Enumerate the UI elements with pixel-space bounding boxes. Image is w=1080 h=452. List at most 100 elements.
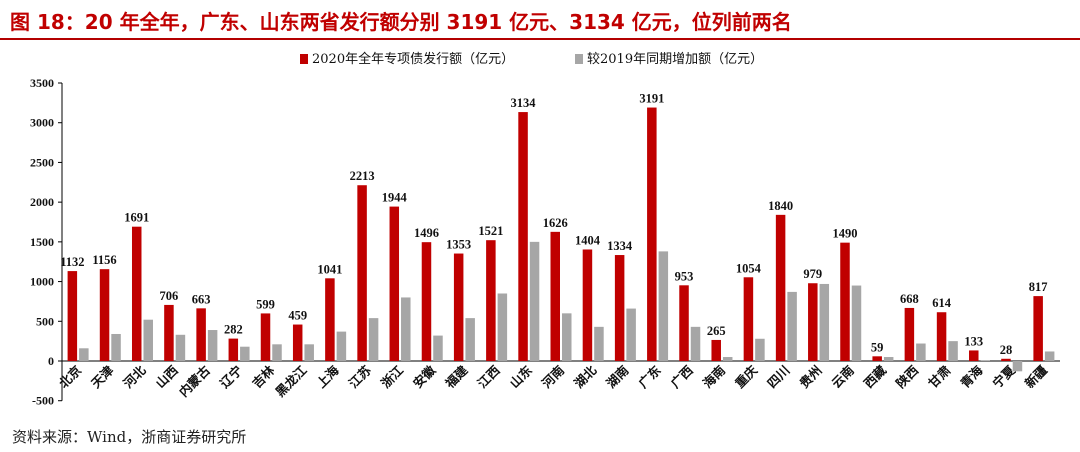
category-label-24: 云南 (829, 362, 858, 391)
bar-series2-24 (851, 285, 862, 361)
data-label-7: 459 (288, 309, 307, 323)
y-tick-label: 1500 (30, 235, 54, 249)
category-label-21: 重庆 (732, 362, 761, 391)
bar-series1-28 (969, 350, 979, 361)
bar-series1-17 (614, 255, 625, 361)
bar-series1-13 (486, 240, 496, 361)
bar-series1-6 (260, 313, 271, 361)
category-label-4: 内蒙古 (176, 362, 213, 399)
bar-series2-22 (787, 291, 797, 361)
legend-swatch-series1 (300, 54, 308, 64)
bar-series2-30 (1044, 351, 1055, 361)
bar-series1-18 (647, 107, 657, 361)
bar-series2-11 (433, 335, 443, 361)
data-label-25: 59 (871, 340, 884, 354)
bar-series1-16 (582, 249, 593, 361)
data-label-4: 663 (192, 292, 211, 306)
bar-series1-26 (904, 307, 915, 361)
bar-series1-4 (196, 308, 206, 361)
data-label-15: 1626 (543, 216, 568, 230)
data-label-29: 28 (1000, 343, 1013, 357)
y-tick-label: 3000 (30, 116, 54, 130)
bar-series2-9 (368, 318, 379, 361)
bar-series2-12 (465, 318, 475, 361)
bar-series2-28 (980, 360, 991, 361)
y-tick-label: -500 (32, 394, 54, 408)
category-label-11: 安徽 (410, 362, 439, 391)
bar-series1-24 (840, 242, 850, 361)
data-label-0: 1132 (60, 255, 84, 269)
bar-series2-6 (272, 344, 282, 361)
data-label-18: 3191 (639, 92, 664, 106)
bar-series2-15 (562, 313, 572, 361)
source-note: 资料来源：Wind，浙商证券研究所 (12, 428, 247, 446)
category-label-8: 上海 (313, 362, 342, 391)
bar-series2-2 (143, 319, 153, 361)
data-label-23: 979 (803, 267, 822, 281)
data-label-16: 1404 (575, 233, 601, 247)
data-label-8: 1041 (317, 262, 342, 276)
bar-series1-25 (872, 356, 882, 361)
category-label-20: 海南 (700, 362, 729, 391)
bar-series1-5 (228, 338, 239, 361)
bar-series1-30 (1033, 296, 1043, 361)
legend-label-series2: 较2019年同期增加额（亿元） (587, 52, 763, 67)
category-label-9: 江苏 (346, 362, 375, 391)
bar-series1-23 (808, 283, 818, 361)
category-label-28: 青海 (957, 362, 986, 391)
data-label-26: 668 (900, 292, 919, 306)
data-label-14: 3134 (511, 96, 537, 110)
data-label-13: 1521 (478, 224, 503, 238)
category-label-26: 陕西 (893, 363, 921, 391)
category-label-6: 吉林 (249, 362, 278, 391)
category-label-7: 黑龙江 (272, 362, 309, 399)
category-label-27: 甘肃 (925, 362, 954, 391)
bar-series2-4 (207, 330, 218, 361)
bar-series2-23 (819, 283, 830, 361)
data-label-9: 2213 (350, 169, 375, 183)
bar-series1-15 (550, 231, 560, 361)
bar-series2-16 (594, 326, 604, 361)
y-tick-label: 2500 (30, 155, 54, 169)
category-label-15: 河南 (539, 362, 568, 391)
data-label-22: 1840 (768, 199, 793, 213)
category-label-22: 四川 (764, 363, 792, 391)
data-label-21: 1054 (736, 261, 762, 275)
bar-series1-19 (679, 285, 689, 361)
data-label-3: 706 (160, 289, 179, 303)
y-tick-label: 0 (48, 354, 54, 368)
category-label-13: 江西 (474, 363, 502, 391)
category-label-19: 广西 (668, 363, 696, 391)
bar-series1-1 (99, 269, 110, 361)
bar-series2-10 (401, 297, 411, 361)
bar-series1-20 (711, 339, 721, 361)
bar-series1-22 (775, 214, 786, 361)
figure-title: 图 18：20 年全年，广东、山东两省发行额分别 3191 亿元、3134 亿元… (10, 10, 792, 34)
bar-series1-9 (357, 185, 367, 361)
category-label-3: 山西 (153, 363, 181, 391)
bar-series2-8 (336, 331, 347, 361)
category-label-2: 河北 (120, 362, 149, 391)
bar-series1-0 (67, 271, 78, 361)
category-label-25: 西藏 (861, 362, 890, 391)
bar-series2-18 (658, 251, 669, 361)
bar-chart: -500 0 500 1000 1500 2000 2500 3000 3500 1132 北京 11… (30, 51, 1060, 408)
bar-series2-0 (79, 348, 89, 361)
category-label-23: 贵州 (796, 363, 824, 391)
bar-series2-20 (722, 357, 733, 361)
data-label-12: 1353 (446, 238, 471, 252)
title-bar: 图 18：20 年全年，广东、山东两省发行额分别 3191 亿元、3134 亿元… (0, 0, 1080, 40)
legend-label-series1: 2020年全年专项债发行额（亿元） (312, 51, 514, 67)
y-tick-label: 1000 (30, 275, 54, 289)
bar-series2-13 (497, 293, 508, 361)
bar-series2-25 (883, 357, 894, 361)
data-label-19: 953 (675, 269, 694, 283)
data-label-6: 599 (256, 297, 275, 311)
legend-swatch-series2 (575, 54, 583, 64)
category-label-0: 北京 (56, 362, 85, 391)
bar-series2-27 (948, 341, 958, 361)
category-label-10: 浙江 (378, 362, 407, 391)
data-label-20: 265 (707, 324, 726, 338)
bar-series1-12 (453, 253, 464, 361)
data-label-28: 133 (964, 334, 983, 348)
